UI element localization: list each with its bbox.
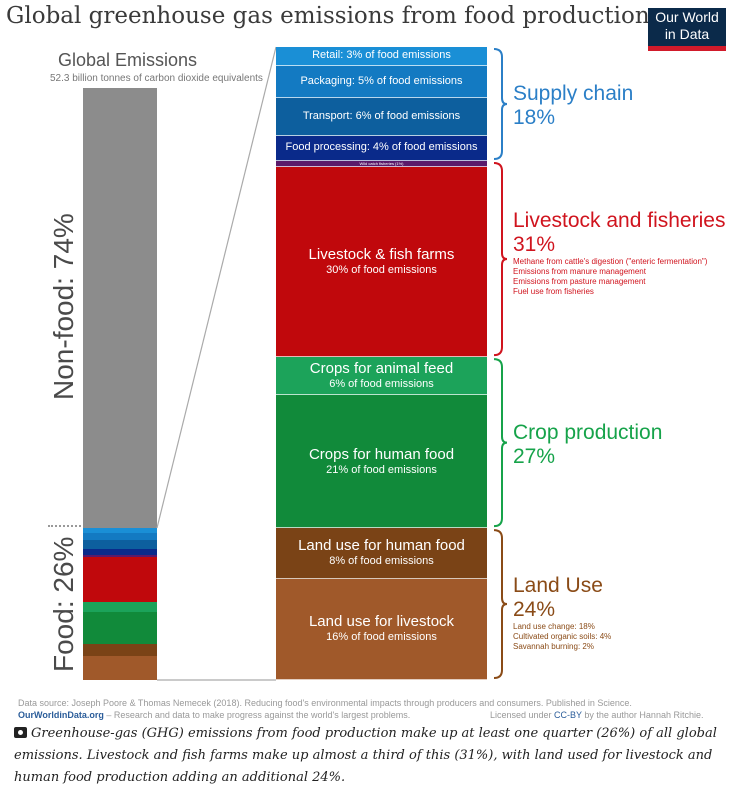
segment-label: Livestock & fish farms (308, 246, 455, 264)
segment-percent: 16% of food emissions (326, 631, 437, 644)
group-percent: 24% (513, 598, 556, 622)
group-name: Crop production (513, 420, 663, 444)
segment-land-use-for-livestock: Land use for livestock 16% of food emissi… (276, 578, 487, 680)
segment-label: Crops for human food (308, 445, 455, 463)
brace-supply-chain (493, 48, 508, 160)
global-emissions-subtitle: 52.3 billion tonnes of carbon dioxide eq… (50, 73, 263, 84)
food-divider-dots (48, 525, 81, 527)
segment-land-use-for-human-food: Land use for human food 8% of food emissi… (276, 528, 487, 579)
group-detail: Cultivated organic soils: 4% (513, 632, 612, 642)
logo-line-1: Our World (655, 9, 719, 25)
group-name: Livestock and fisheries (513, 209, 726, 233)
segment-wild-catch-fisheries: Wild catch fisheries (1%) (276, 160, 487, 168)
group-detail: Fuel use from fisheries (513, 287, 594, 297)
group-detail: Emissions from manure management (513, 267, 646, 277)
segment-label: Retail: 3% of food emissions (312, 49, 451, 62)
segment-percent: 6% of food emissions (329, 378, 434, 391)
group-name: Supply chain (513, 81, 634, 105)
food-mini-segment (83, 655, 157, 681)
segment-percent: 8% of food emissions (329, 555, 434, 568)
group-livestock-and-fisheries: Livestock and fisheries 31% Methane from c… (513, 209, 725, 297)
source-tagline: – Research and data to make progress aga… (103, 710, 411, 720)
segment-label: Land use for livestock (308, 613, 455, 631)
license-post: by the author Hannah Ritchie. (581, 710, 704, 720)
segment-label: Food processing: 4% of food emissions (285, 141, 478, 154)
global-emissions-title: Global Emissions (58, 50, 198, 70)
chart-title: Global greenhouse gas emissions from foo… (6, 3, 650, 29)
camera-icon (14, 727, 27, 738)
logo-accent-bar (648, 46, 726, 51)
segment-crops-for-animal-feed: Crops for animal feed 6% of food emission… (276, 357, 487, 396)
logo-line-2: in Data (664, 26, 710, 42)
group-percent: 31% (513, 233, 556, 257)
connector-top (156, 46, 277, 529)
license: Licensed under CC-BY by the author Hanna… (490, 710, 703, 720)
segment-livestock-fish-farms: Livestock & fish farms 30% of food emissi… (276, 167, 487, 358)
segment-percent: 30% of food emissions (326, 264, 437, 277)
figure-caption: Greenhouse-gas (GHG) emissions from food… (14, 723, 734, 789)
nonfood-bar (83, 88, 157, 528)
brace-crop-production (493, 358, 508, 528)
group-detail: Emissions from pasture management (513, 277, 646, 287)
segment-food-processing: Food processing: 4% of food emissions (276, 135, 487, 161)
group-land-use: Land Use 24% Land use change: 18% Cultivate… (513, 574, 611, 652)
segment-packaging: Packaging: 5% of food emissions (276, 65, 487, 98)
owid-logo[interactable]: Our World in Data (648, 8, 726, 48)
group-percent: 27% (513, 444, 556, 468)
group-braces (493, 48, 508, 679)
brace-land-use (493, 529, 508, 679)
segment-crops-for-human-food: Crops for human food 21% of food emission… (276, 395, 487, 529)
segment-retail: Retail: 3% of food emissions (276, 47, 487, 66)
license-link[interactable]: CC-BY (554, 710, 582, 720)
group-detail: Methane from cattle's digestion ("enteri… (513, 257, 708, 267)
segment-label: Wild catch fisheries (1%) (359, 161, 404, 167)
segment-label: Packaging: 5% of food emissions (300, 74, 463, 87)
group-detail: Land use change: 18% (513, 622, 595, 632)
group-supply-chain: Supply chain 18% (513, 82, 633, 130)
license-pre: Licensed under (490, 710, 555, 720)
source-line: Data source: Joseph Poore & Thomas Nemec… (18, 698, 632, 708)
segment-label: Transport: 6% of food emissions (302, 109, 461, 122)
segment-label: Crops for animal feed (309, 360, 454, 378)
segment-transport: Transport: 6% of food emissions (276, 97, 487, 136)
group-crop-production: Crop production 27% (513, 421, 662, 469)
group-percent: 18% (513, 105, 556, 129)
brace-livestock-and-fisheries (493, 161, 508, 357)
caption-text: Greenhouse-gas (GHG) emissions from food… (14, 726, 717, 785)
owid-link[interactable]: OurWorldinData.org (18, 710, 104, 720)
segment-label: Land use for human food (298, 537, 465, 555)
group-detail: Savannah burning: 2% (513, 642, 594, 652)
segment-percent: 21% of food emissions (326, 463, 437, 476)
source-line-2: OurWorldinData.org – Research and data t… (18, 710, 410, 720)
group-name: Land Use (513, 574, 603, 598)
